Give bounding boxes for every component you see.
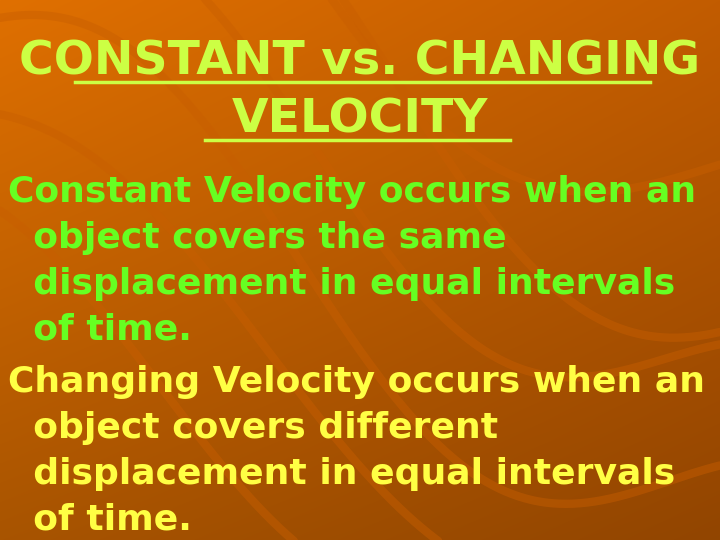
Text: of time.: of time. [8,503,192,537]
Text: object covers different: object covers different [8,411,498,445]
Text: displacement in equal intervals: displacement in equal intervals [8,267,675,301]
Text: displacement in equal intervals: displacement in equal intervals [8,457,675,491]
Text: CONSTANT vs. CHANGING: CONSTANT vs. CHANGING [19,39,701,84]
Text: VELOCITY: VELOCITY [232,98,488,143]
Text: of time.: of time. [8,313,192,347]
Text: object covers the same: object covers the same [8,221,507,255]
Text: Constant Velocity occurs when an: Constant Velocity occurs when an [8,175,696,209]
Text: Changing Velocity occurs when an: Changing Velocity occurs when an [8,365,705,399]
